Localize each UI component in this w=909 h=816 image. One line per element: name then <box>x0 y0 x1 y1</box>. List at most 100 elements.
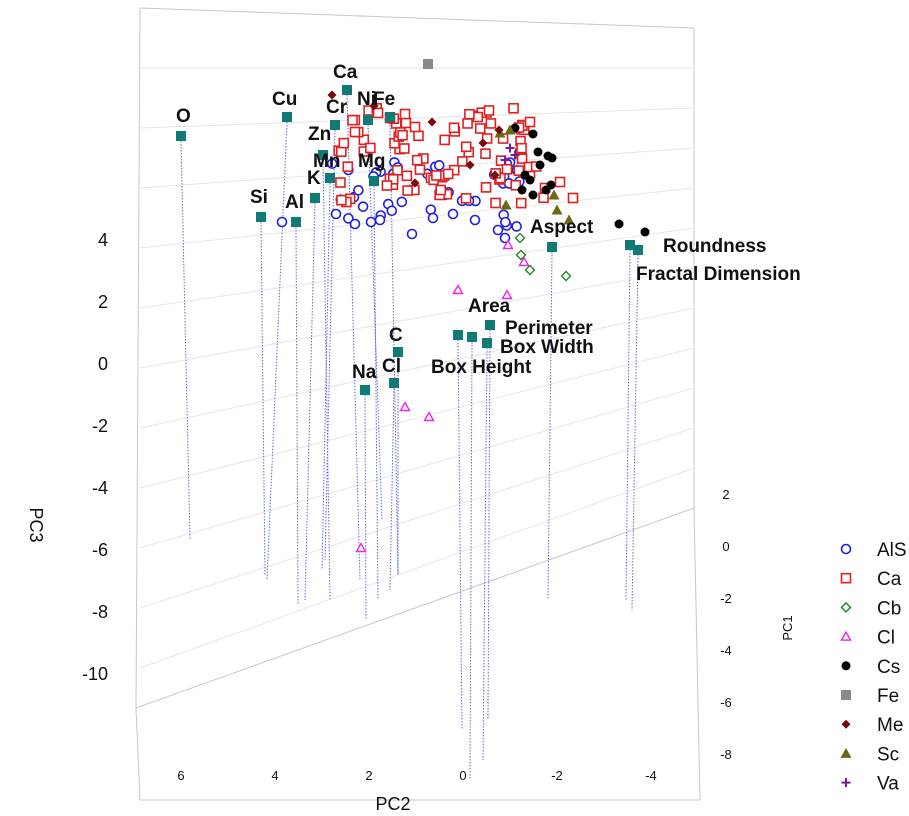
x-tick-label: 0 <box>459 768 466 783</box>
z-tick-label: -10 <box>82 664 108 684</box>
variable-marker <box>291 217 301 227</box>
legend-marker <box>841 690 851 700</box>
variable-label: Cu <box>272 89 297 110</box>
back-gridline <box>139 307 695 429</box>
y-tick-label: -4 <box>720 643 732 658</box>
variable-label: K <box>307 168 321 189</box>
back-gridline <box>139 467 695 669</box>
point-cl <box>501 289 513 300</box>
variable-label: Mn <box>313 151 340 172</box>
point-ca <box>400 117 412 129</box>
x-tick-label: -4 <box>645 768 657 783</box>
point-als <box>427 212 439 224</box>
point-ca <box>516 142 527 154</box>
drop-line <box>457 339 463 731</box>
point-ca <box>397 129 408 141</box>
point-ca <box>460 141 472 153</box>
point-ca <box>409 121 421 133</box>
legend-label: Sc <box>877 744 899 765</box>
legend-label: Ca <box>877 569 902 590</box>
point-ca <box>336 194 347 206</box>
point-ca <box>365 142 376 154</box>
z-tick-label: -6 <box>92 540 108 560</box>
point-va <box>500 155 510 165</box>
variable-marker <box>453 330 463 340</box>
x-axis-title: PC2 <box>375 794 410 814</box>
point-sc <box>504 124 516 135</box>
point-als <box>406 228 418 240</box>
point-me <box>490 170 500 180</box>
z-tick-label: -8 <box>92 602 108 622</box>
variable-marker <box>342 85 352 95</box>
variable-label: Fe <box>373 89 395 110</box>
variable-marker <box>485 320 495 330</box>
point-va <box>505 143 515 153</box>
back-gridline <box>139 387 695 549</box>
point-als <box>433 160 445 171</box>
legend-label: AlS <box>877 540 907 561</box>
point-ca <box>462 118 473 129</box>
point-me <box>369 101 379 111</box>
point-ca <box>358 134 370 146</box>
variable-marker <box>282 112 292 122</box>
point-als <box>447 208 459 220</box>
box-edge-1 <box>135 7 141 709</box>
box-edge-0 <box>139 7 695 29</box>
point-cb <box>560 270 572 282</box>
box-edge-6 <box>693 507 701 801</box>
variable-marker <box>360 385 370 395</box>
variable-marker <box>176 131 186 141</box>
variable-marker <box>625 240 635 250</box>
point-sc <box>500 199 512 210</box>
y-tick-label: 2 <box>722 487 729 502</box>
point-als <box>357 201 369 212</box>
point-ca <box>501 163 513 175</box>
point-sc <box>551 204 563 215</box>
point-ca <box>442 168 454 180</box>
point-cb <box>515 249 527 261</box>
x-tick-label: 6 <box>177 768 184 783</box>
variable-label: Cr <box>326 97 348 118</box>
legend-marker <box>841 719 851 729</box>
point-ca <box>335 177 346 188</box>
variable-marker <box>369 176 379 186</box>
point-sc <box>563 214 575 225</box>
variable-label: O <box>176 106 191 127</box>
drop-lines <box>180 94 639 781</box>
legend-marker <box>840 572 852 584</box>
point-cl <box>399 401 411 412</box>
point-ca <box>460 193 472 204</box>
variable-label: C <box>389 325 403 346</box>
point-me <box>427 117 437 127</box>
point-ca <box>516 153 528 164</box>
variable-marker <box>385 112 395 122</box>
variable-label: Zn <box>308 124 331 145</box>
variable-label: Ca <box>333 62 358 83</box>
point-va <box>510 150 520 160</box>
drop-line <box>631 254 639 611</box>
point-als <box>386 205 398 217</box>
variable-label: Cl <box>382 356 401 377</box>
z-tick-label: -4 <box>92 478 108 498</box>
point-als <box>276 216 288 228</box>
point-cl <box>423 411 435 422</box>
variable-label: Box Width <box>500 337 594 358</box>
drop-line <box>324 129 336 561</box>
point-ca <box>399 143 410 154</box>
point-ca <box>480 182 492 193</box>
point-cl <box>502 239 514 250</box>
point-ca <box>480 148 491 159</box>
variable-marker <box>318 150 328 160</box>
point-sc <box>548 189 560 200</box>
point-cb <box>524 264 536 276</box>
point-cl <box>518 256 530 267</box>
point-fe <box>423 59 433 69</box>
point-me <box>465 160 475 170</box>
variable-marker <box>482 338 492 348</box>
point-ca <box>347 114 358 126</box>
drop-line <box>469 341 473 781</box>
point-ca <box>411 154 423 166</box>
variable-label: Al <box>285 192 304 213</box>
box-edge-3 <box>135 507 695 709</box>
variable-marker <box>547 242 557 252</box>
